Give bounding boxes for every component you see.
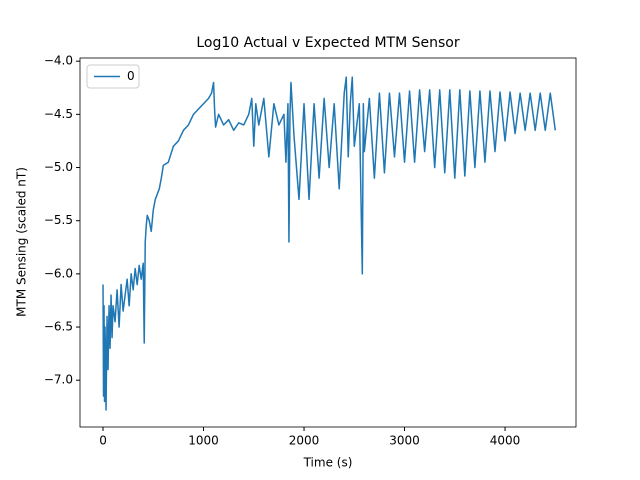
y-tick-label: −4.5 [44,107,73,121]
y-tick-label: −5.0 [44,160,73,174]
plot-frame [79,57,577,428]
x-tick-label: 2000 [289,434,320,448]
y-axis-label: MTM Sensing (scaled nT) [15,167,29,317]
y-tick-label: −7.0 [44,373,73,387]
x-tick-label: 3000 [389,434,420,448]
y-tick-label: −6.0 [44,266,73,280]
x-tick-label: 1000 [188,434,219,448]
x-tick-label: 4000 [490,434,521,448]
data-line [102,76,557,411]
legend-label: 0 [127,69,135,83]
chart-title: Log10 Actual v Expected MTM Sensor [196,35,459,51]
y-tick-label: −6.5 [44,320,73,334]
x-axis-label: Time (s) [303,456,353,470]
x-tick-label: 0 [99,434,107,448]
y-tick-label: −5.5 [44,213,73,227]
y-tick-label: −4.0 [44,54,73,68]
